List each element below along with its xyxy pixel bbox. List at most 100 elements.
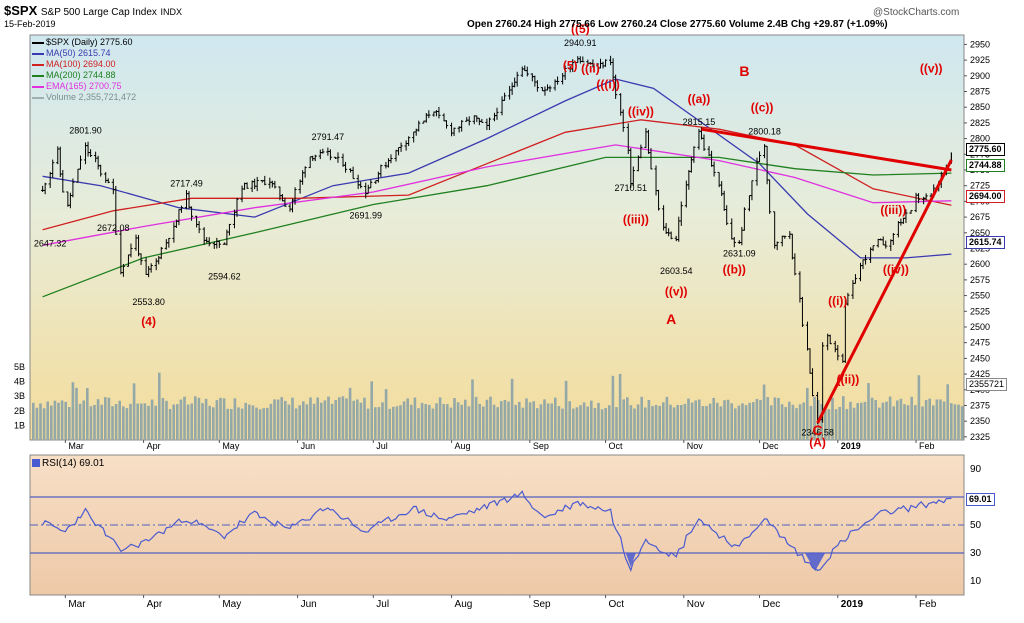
rsi-oversold-fill [804,553,826,572]
volume-bar [280,397,283,440]
rsi-month-tick-label: 2019 [841,599,864,610]
volume-bar [244,402,247,440]
volume-bar [939,399,942,440]
volume-tick-label: 2B [14,406,25,416]
volume-bar [788,401,791,440]
price-tick-label: 2500 [970,322,990,332]
price-annotation: 2791.47 [312,132,345,142]
price-tick-label: 2575 [970,275,990,285]
volume-bar [575,407,579,440]
volume-bar [125,408,129,440]
chart-title: $SPX S&P 500 Large Cap Index INDX [4,3,182,18]
volume-bar [150,399,154,440]
price-annotation: 2691.99 [349,210,382,220]
volume-bar [849,401,852,440]
volume-bar [507,401,510,440]
volume-bar [773,397,777,440]
volume-bar [539,404,543,440]
volume-bar [431,408,435,440]
volume-bar [240,408,244,440]
wave-label: ((v)) [665,285,688,299]
volume-bar [248,404,251,440]
volume-bar [802,402,805,440]
volume-bar [827,409,831,440]
volume-bar [316,397,319,440]
volume-bar [856,403,859,440]
volume-bar [294,408,298,440]
wave-label: A [666,311,676,327]
month-tick-label: Aug [455,441,471,451]
volume-bar [510,378,514,440]
volume-bar [273,399,276,440]
rsi-month-tick-label: Feb [919,599,937,610]
wave-label: ((b)) [723,263,746,277]
volume-bar [320,402,323,440]
volume-bar [176,404,179,440]
volume-bar [633,408,636,440]
volume-bar [485,399,489,440]
volume-bar [140,403,143,440]
volume-bar [762,384,766,440]
price-tick-label: 2525 [970,306,990,316]
wave-label: ((a)) [688,92,711,106]
legend-swatch [32,63,44,66]
volume-bar [917,375,921,440]
volume-bar [791,404,795,440]
price-tick-label: 2325 [970,432,990,442]
rsi-oversold-fill [625,553,636,567]
volume-bar [136,403,139,440]
volume-bar [341,396,345,440]
volume-bar [222,398,226,440]
volume-bar [946,384,949,440]
month-tick-label: May [222,441,240,451]
volume-bar [410,404,413,440]
legend-swatch [32,52,44,55]
volume-bar [892,406,895,440]
volume-bar [932,405,935,440]
volume-bar [521,407,525,440]
volume-bar [258,409,262,440]
volume-bar [489,396,492,440]
price-tick-label: 2375 [970,400,990,410]
volume-bar [914,405,917,440]
volume-bar [219,397,222,440]
volume-bar [834,409,838,440]
volume-bar [824,408,827,440]
volume-bar [438,397,442,440]
wave-label: B [739,63,749,79]
volume-bar [161,397,165,440]
volume-bar [719,406,723,440]
trend-line [816,159,953,424]
rsi-legend: RSI(14) 69.01 [32,458,104,469]
wave-label: (A) [809,435,826,449]
price-tick-label: 2350 [970,416,990,426]
volume-bar [453,398,456,440]
volume-bar [266,407,269,440]
volume-bar [770,405,773,440]
volume-bar [532,401,535,440]
wave-label: (5) [563,59,578,73]
volume-bar [179,399,183,440]
volume-bar [428,404,431,440]
price-tick-label: 2900 [970,71,990,81]
volume-bar [935,399,939,440]
volume-bar [276,399,280,440]
volume-bar [705,405,708,440]
legend-item-spx: $SPX (Daily) 2775.60 [32,37,136,48]
volume-bar [417,408,420,440]
rsi-month-tick-label: Nov [687,599,705,610]
volume-bar [147,405,150,440]
volume-bar [514,404,517,440]
volume-bar [672,407,676,440]
volume-bar [687,398,690,440]
wave-label: ((iv)) [883,263,909,277]
price-tick-label: 2650 [970,228,990,238]
volume-bar [402,401,406,440]
ohlc-readout: Open 2760.24 High 2775.66 Low 2760.24 Cl… [467,19,888,30]
volume-bar [852,407,856,440]
rsi-tick-label: 90 [970,464,982,475]
volume-bar [910,396,913,440]
volume-bar [496,407,499,440]
legend-swatch [32,459,40,468]
